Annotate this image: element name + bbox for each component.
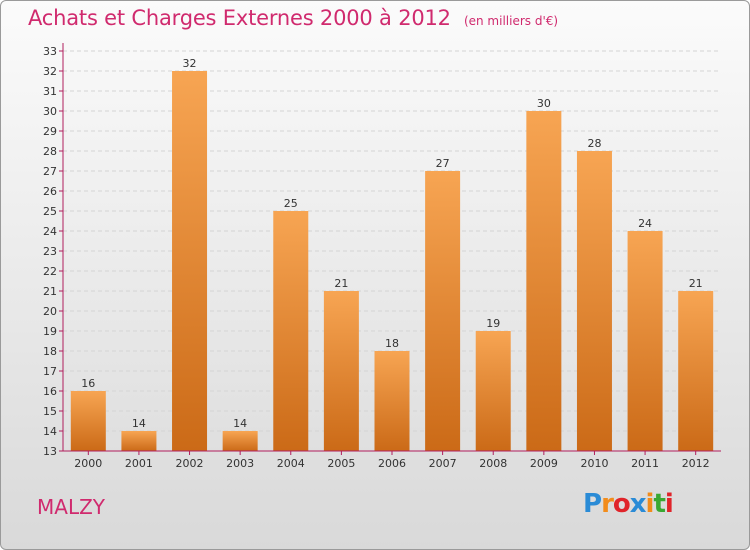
y-tick-label: 17 bbox=[43, 365, 57, 378]
x-tick-label: 2010 bbox=[580, 457, 608, 470]
y-tick-label: 24 bbox=[43, 225, 57, 238]
bar-value-label: 21 bbox=[334, 277, 348, 290]
bar bbox=[273, 211, 309, 451]
y-tick-label: 32 bbox=[43, 65, 57, 78]
bar-value-label: 21 bbox=[689, 277, 703, 290]
bar-value-label: 25 bbox=[284, 197, 298, 210]
bar-value-label: 19 bbox=[486, 317, 500, 330]
y-tick-label: 31 bbox=[43, 85, 57, 98]
bar bbox=[172, 71, 208, 451]
axes bbox=[59, 43, 721, 455]
bar-value-label: 32 bbox=[183, 57, 197, 70]
y-tick-label: 18 bbox=[43, 345, 57, 358]
bar-value-label: 16 bbox=[81, 377, 95, 390]
x-tick-label: 2012 bbox=[682, 457, 710, 470]
y-tick-label: 27 bbox=[43, 165, 57, 178]
x-tick-label: 2000 bbox=[74, 457, 102, 470]
y-tick-label: 22 bbox=[43, 265, 57, 278]
bars bbox=[70, 71, 714, 451]
logo-letter: i bbox=[645, 489, 655, 519]
chart-subtitle: (en milliers d'€) bbox=[463, 14, 559, 28]
y-tick-label: 23 bbox=[43, 245, 57, 258]
x-tick-label: 2002 bbox=[176, 457, 204, 470]
bar bbox=[627, 231, 663, 451]
bar-value-label: 27 bbox=[436, 157, 450, 170]
bar bbox=[374, 351, 410, 451]
x-tick-label: 2006 bbox=[378, 457, 406, 470]
bar-value-label: 14 bbox=[233, 417, 247, 430]
bar-value-label: 14 bbox=[132, 417, 146, 430]
y-tick-label: 25 bbox=[43, 205, 57, 218]
y-tick-label: 20 bbox=[43, 305, 57, 318]
bar bbox=[121, 431, 157, 451]
bar bbox=[475, 331, 511, 451]
logo-letter: x bbox=[629, 489, 647, 519]
bar bbox=[222, 431, 258, 451]
chart-title: Achats et Charges Externes 2000 à 2012 bbox=[28, 6, 451, 30]
bar-value-label: 18 bbox=[385, 337, 399, 350]
commune-name: MALZY bbox=[37, 495, 105, 519]
labels: 13 14 15 16 17 18 19 20 21 22 23 24 25 26 27 28 29 30 31 32… bbox=[43, 45, 710, 470]
y-tick-label: 13 bbox=[43, 445, 57, 458]
y-tick-label: 16 bbox=[43, 385, 57, 398]
logo-letter: o bbox=[612, 489, 631, 519]
x-tick-label: 2009 bbox=[530, 457, 558, 470]
x-tick-label: 2007 bbox=[429, 457, 457, 470]
bar bbox=[323, 291, 359, 451]
x-tick-label: 2008 bbox=[479, 457, 507, 470]
title-block: Achats et Charges Externes 2000 à 2012 (… bbox=[28, 6, 558, 30]
y-tick-label: 33 bbox=[43, 45, 57, 58]
bar bbox=[678, 291, 714, 451]
bar bbox=[526, 111, 562, 451]
y-tick-label: 26 bbox=[43, 185, 57, 198]
logo-letter: r bbox=[601, 489, 614, 519]
y-tick-label: 14 bbox=[43, 425, 57, 438]
y-tick-label: 19 bbox=[43, 325, 57, 338]
y-tick-label: 21 bbox=[43, 285, 57, 298]
logo-letter: t bbox=[653, 489, 665, 519]
x-tick-label: 2005 bbox=[327, 457, 355, 470]
y-tick-label: 30 bbox=[43, 105, 57, 118]
x-tick-label: 2011 bbox=[631, 457, 659, 470]
y-tick-label: 28 bbox=[43, 145, 57, 158]
bar bbox=[425, 171, 461, 451]
x-tick-label: 2004 bbox=[277, 457, 305, 470]
bar-value-label: 24 bbox=[638, 217, 652, 230]
bar-value-label: 30 bbox=[537, 97, 551, 110]
x-tick-label: 2003 bbox=[226, 457, 254, 470]
bar bbox=[576, 151, 612, 451]
logo-letter: i bbox=[664, 489, 674, 519]
x-tick-label: 2001 bbox=[125, 457, 153, 470]
y-tick-label: 29 bbox=[43, 125, 57, 138]
bar bbox=[70, 391, 106, 451]
proxiti-logo: Proxiti bbox=[583, 489, 674, 519]
bar-value-label: 28 bbox=[587, 137, 601, 150]
logo-letter: P bbox=[583, 489, 602, 519]
y-tick-label: 15 bbox=[43, 405, 57, 418]
